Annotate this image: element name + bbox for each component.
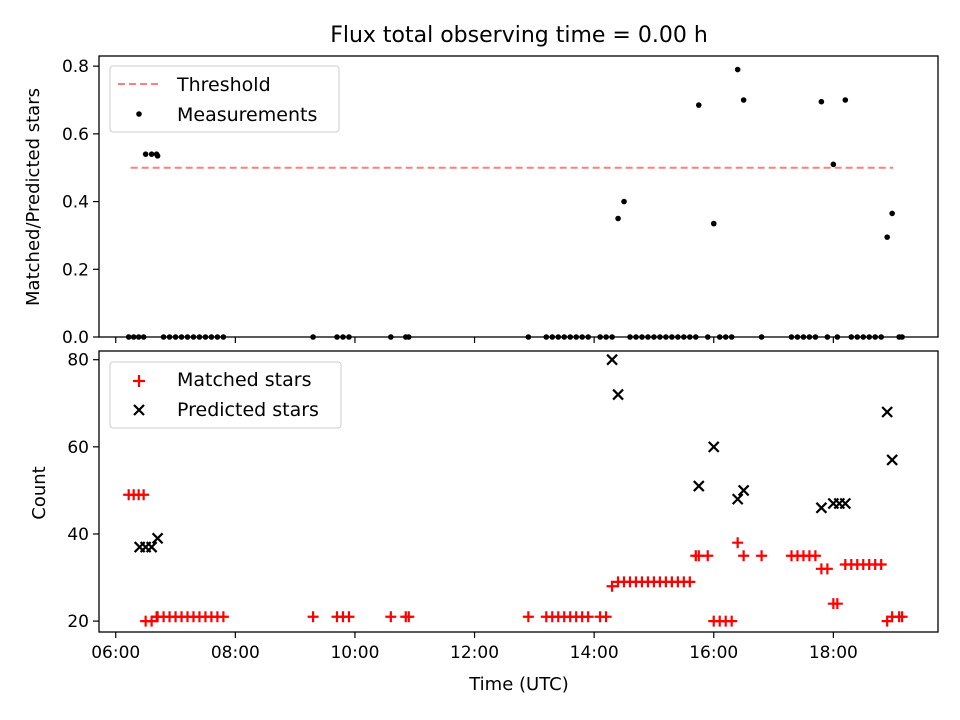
y-tick-label: 0.0 bbox=[62, 328, 89, 348]
matched-stars-legend-marker bbox=[133, 375, 145, 387]
x-tick-label: 18:00 bbox=[809, 643, 858, 663]
matched-stars-point bbox=[582, 611, 594, 623]
top-y-axis-label: Matched/Predicted stars bbox=[23, 88, 44, 306]
y-tick-label: 80 bbox=[67, 351, 89, 371]
x-axis-label: Time (UTC) bbox=[468, 674, 569, 695]
bottom-legend: Matched stars Predicted stars bbox=[109, 361, 342, 429]
measurement-point bbox=[154, 153, 161, 159]
measurement-point bbox=[695, 102, 702, 108]
bottom-y-axis-label: Count bbox=[29, 466, 50, 519]
x-tick-label: 16:00 bbox=[689, 643, 738, 663]
matched-stars-point bbox=[600, 611, 612, 623]
x-tick-label: 14:00 bbox=[570, 643, 619, 663]
measurement-point bbox=[740, 97, 747, 103]
measurements-legend-marker bbox=[136, 111, 142, 117]
y-tick-label: 0.8 bbox=[62, 57, 89, 77]
x-tick-label: 06:00 bbox=[91, 643, 140, 663]
matched-stars-point bbox=[385, 611, 397, 623]
measurements-legend-label: Measurements bbox=[177, 104, 317, 126]
matched-stars-point bbox=[732, 537, 744, 549]
y-tick-label: 0.2 bbox=[62, 260, 89, 280]
predicted-stars-point bbox=[886, 454, 898, 466]
measurement-point bbox=[734, 66, 741, 73]
x-tick-label: 08:00 bbox=[211, 643, 260, 663]
matched-stars-point bbox=[831, 598, 843, 610]
matched-stars-point bbox=[738, 550, 750, 562]
matched-stars-point bbox=[875, 558, 887, 570]
y-tick-label: 0.4 bbox=[62, 193, 89, 213]
y-tick-label: 0.6 bbox=[62, 125, 89, 145]
predicted-stars-point bbox=[737, 484, 750, 497]
y-tick-label: 20 bbox=[67, 612, 89, 632]
chart-title: Flux total observing time = 0.00 h bbox=[330, 23, 708, 48]
predicted-stars-point bbox=[693, 480, 705, 492]
plot-frame bbox=[98, 55, 939, 338]
matched-stars-point bbox=[343, 611, 355, 623]
matched-stars-point bbox=[138, 489, 150, 501]
predicted-stars-point bbox=[151, 532, 164, 545]
matched-stars-point bbox=[809, 550, 821, 562]
predicted-stars-point bbox=[606, 353, 618, 366]
predicted-stars-point bbox=[881, 406, 893, 418]
x-tick-label: 10:00 bbox=[330, 643, 379, 663]
matched-stars-point bbox=[522, 611, 534, 623]
matched-stars-point bbox=[896, 611, 908, 623]
predicted-stars-legend-label: Predicted stars bbox=[177, 399, 319, 421]
matched-stars-point bbox=[821, 563, 833, 575]
measurement-point bbox=[818, 98, 825, 105]
bottom-legend-box bbox=[109, 361, 342, 429]
measurement-point bbox=[889, 210, 895, 217]
predicted-stars-point bbox=[839, 497, 852, 510]
predicted-stars-legend-marker bbox=[133, 404, 145, 416]
measurement-point bbox=[830, 161, 837, 168]
matched-stars-point bbox=[684, 576, 696, 588]
matched-stars-legend-label: Matched stars bbox=[177, 369, 311, 391]
predicted-stars-point bbox=[815, 502, 828, 514]
y-tick-label: 40 bbox=[67, 525, 89, 545]
matched-stars-point bbox=[756, 550, 768, 562]
matched-stars-point bbox=[403, 611, 415, 623]
measurement-point bbox=[615, 215, 621, 222]
top-panel-axes: 0.0 0.2 0.4 0.6 0.8 bbox=[62, 55, 939, 348]
bottom-panel-axes: 20 40 60 80 06:00 08:00 10:00 12:00 14:00 16:00 18… bbox=[67, 350, 939, 663]
top-panel: 0.00.20.40.60.8 Matched/Predicted stars … bbox=[23, 55, 939, 348]
measurement-point bbox=[842, 97, 849, 103]
matched-stars-point bbox=[307, 611, 319, 623]
measurement-point bbox=[142, 151, 149, 157]
bottom-panel-marks bbox=[123, 353, 908, 627]
predicted-stars-point bbox=[145, 541, 158, 553]
predicted-stars-point bbox=[731, 493, 744, 505]
plot-frame bbox=[98, 350, 939, 633]
matched-stars-point bbox=[702, 550, 714, 562]
measurement-point bbox=[884, 234, 890, 240]
measurement-point bbox=[148, 151, 155, 157]
bottom-panel: 20 40 60 80 06:00 08:00 10:00 12:00 14:00 16:00 18… bbox=[29, 350, 939, 695]
top-legend-box bbox=[109, 65, 340, 133]
measurement-point bbox=[710, 220, 717, 227]
y-tick-label: 60 bbox=[67, 438, 89, 458]
matched-stars-point bbox=[217, 611, 229, 623]
predicted-stars-point bbox=[707, 441, 720, 453]
measurement-point bbox=[621, 198, 627, 205]
threshold-legend-label: Threshold bbox=[176, 74, 271, 96]
top-legend: Threshold Measurements bbox=[109, 65, 340, 133]
matched-stars-point bbox=[726, 615, 738, 627]
predicted-stars-point bbox=[612, 388, 624, 401]
x-tick-label: 12:00 bbox=[450, 643, 499, 663]
matched-stars-point bbox=[606, 580, 618, 592]
